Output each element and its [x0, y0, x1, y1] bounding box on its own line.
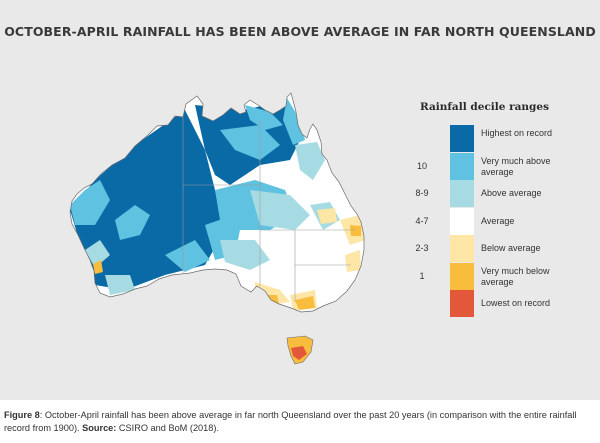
- legend-range: 10: [416, 160, 427, 171]
- australia-rainfall-map: [69, 92, 365, 365]
- legend-swatch: [450, 152, 474, 180]
- legend-title: Rainfall decile ranges: [420, 101, 549, 113]
- legend: Highest on record 10 Very much above ave…: [415, 125, 553, 317]
- legend-swatch: [450, 207, 474, 235]
- state-borders: [182, 117, 355, 302]
- legend-label: Above average: [481, 188, 542, 198]
- legend-label: Average: [481, 215, 515, 226]
- legend-swatch: [450, 235, 474, 262]
- map-title: OCTOBER-APRIL RAINFALL HAS BEEN ABOVE AV…: [4, 24, 596, 39]
- caption-source-label: Source:: [82, 423, 117, 433]
- legend-range: 8-9: [415, 188, 429, 198]
- figure-caption: Figure 8: October-April rainfall has bee…: [4, 409, 596, 435]
- legend-range: 4-7: [415, 215, 429, 226]
- legend-swatch: [450, 125, 474, 152]
- legend-label: Highest on record: [481, 128, 553, 138]
- legend-label: Very much above average: [481, 155, 551, 177]
- caption-figure-label: Figure 8: [4, 410, 40, 420]
- legend-label: Lowest on record: [481, 298, 551, 308]
- legend-swatch: [450, 262, 474, 290]
- caption-source-text: CSIRO and BoM (2018).: [116, 423, 219, 433]
- legend-range: 1: [419, 270, 425, 281]
- caption-text: : October-April rainfall has been above …: [4, 410, 577, 433]
- legend-swatch: [450, 180, 474, 207]
- legend-swatch: [450, 290, 474, 317]
- legend-label: Below average: [481, 243, 541, 253]
- figure-panel: OCTOBER-APRIL RAINFALL HAS BEEN ABOVE AV…: [0, 0, 600, 400]
- tasmania: [286, 335, 314, 365]
- legend-label: Very much below average: [481, 265, 550, 287]
- legend-range: 2-3: [415, 243, 429, 253]
